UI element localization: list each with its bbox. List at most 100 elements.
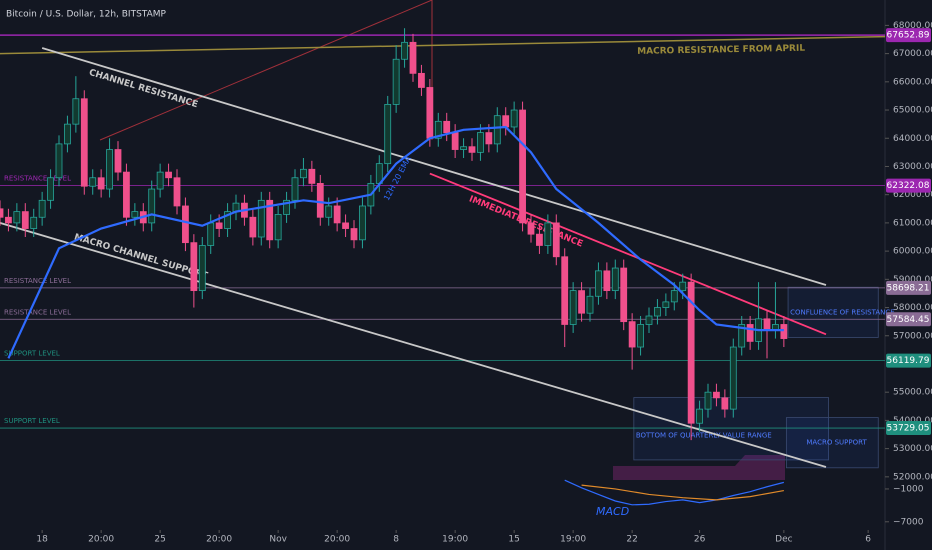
y-tick-label: 59000.00 bbox=[893, 275, 932, 285]
chart-title: Bitcoin / U.S. Dollar, 12h, BITSTAMP bbox=[6, 10, 167, 20]
level-label: RESISTANCE LEVEL bbox=[4, 308, 71, 316]
level-label: SUPPORT LEVEL bbox=[4, 417, 60, 425]
candle-body bbox=[477, 132, 484, 153]
candle-body bbox=[603, 270, 611, 292]
candle-body bbox=[165, 171, 172, 179]
level-tag bbox=[886, 28, 931, 43]
trendline bbox=[0, 222, 827, 468]
y-tick-label: 57000.00 bbox=[893, 331, 932, 341]
ema-line bbox=[7, 125, 784, 359]
candle-body bbox=[308, 168, 316, 184]
y-tick-label: 65000.00 bbox=[893, 106, 932, 116]
candle-body bbox=[38, 199, 46, 218]
zone bbox=[787, 286, 879, 338]
level-tag bbox=[886, 178, 931, 193]
candle-body bbox=[123, 171, 130, 218]
candle-body bbox=[249, 216, 257, 238]
zone-label: CONFLUENCE OF RESISTANCE bbox=[790, 308, 895, 316]
candle-body bbox=[5, 216, 12, 224]
level-value: 62322.08 bbox=[887, 181, 930, 191]
candle-body bbox=[586, 295, 594, 314]
y-tick-label: 68000.00 bbox=[893, 21, 932, 31]
x-tick-label: 19:00 bbox=[560, 535, 586, 545]
y-tick-label: 53000.00 bbox=[893, 444, 932, 454]
candle-body bbox=[384, 103, 392, 165]
trendline bbox=[0, 35, 886, 55]
candle-body bbox=[502, 115, 510, 128]
candle-body bbox=[763, 318, 771, 331]
y-tick-label: 55000.00 bbox=[893, 388, 932, 398]
x-tick-label: Dec bbox=[775, 535, 792, 545]
y-tick-label: 67000.00 bbox=[893, 49, 932, 59]
trendline-label: MACRO RESISTANCE FROM APRIL bbox=[637, 44, 805, 57]
y-tick-label: 64000.00 bbox=[893, 134, 932, 144]
candle-body bbox=[72, 98, 80, 125]
candle-body bbox=[628, 321, 636, 348]
candle-body bbox=[342, 222, 349, 229]
candle-body bbox=[148, 188, 156, 224]
candle-body bbox=[611, 267, 619, 292]
candle-body bbox=[510, 109, 518, 128]
candle-body bbox=[182, 205, 189, 244]
x-tick-label: 19:00 bbox=[442, 535, 468, 545]
candle-body bbox=[738, 324, 746, 348]
candle-body bbox=[468, 146, 476, 153]
candle-body bbox=[780, 324, 788, 339]
candle-body bbox=[257, 199, 265, 238]
x-tick-label: 20:00 bbox=[88, 535, 114, 545]
candle-body bbox=[434, 120, 442, 139]
candle-body bbox=[114, 149, 122, 173]
level-label: RESISTANCE LEVEL bbox=[4, 277, 71, 285]
candle-body bbox=[746, 324, 754, 342]
candle-body bbox=[637, 324, 644, 348]
candle-body bbox=[106, 149, 113, 190]
zone-label: BOTTOM OF QUARTERLY VALUE RANGE bbox=[636, 432, 772, 440]
candle-body bbox=[729, 346, 737, 410]
candle-body bbox=[418, 72, 425, 88]
candle-body bbox=[173, 177, 181, 207]
candle-body bbox=[519, 109, 526, 224]
candle-body bbox=[595, 270, 602, 297]
candle-body bbox=[333, 205, 341, 224]
level-tag bbox=[886, 421, 931, 436]
candle-body bbox=[300, 168, 307, 179]
candle-body bbox=[696, 408, 703, 424]
level-value: 56119.79 bbox=[887, 356, 930, 366]
candle-body bbox=[687, 281, 695, 424]
candle-body bbox=[266, 199, 274, 241]
level-value: 58698.21 bbox=[887, 283, 930, 293]
candle-body bbox=[80, 98, 88, 187]
level-value: 57584.45 bbox=[887, 315, 930, 325]
candle-body bbox=[578, 290, 585, 314]
candle-body bbox=[493, 115, 501, 145]
y-tick-label: 66000.00 bbox=[893, 77, 932, 87]
candle-body bbox=[198, 245, 206, 292]
level-value: 53729.05 bbox=[887, 424, 930, 434]
x-tick-label: 8 bbox=[393, 535, 399, 545]
candle-body bbox=[721, 397, 729, 410]
candle-body bbox=[713, 391, 720, 399]
candle-body bbox=[47, 177, 54, 201]
candle-body bbox=[670, 290, 678, 303]
x-tick-label: 26 bbox=[694, 535, 706, 545]
candle-body bbox=[13, 211, 21, 224]
candle-body bbox=[569, 290, 577, 325]
candle-body bbox=[64, 123, 71, 145]
candle-body bbox=[392, 58, 400, 105]
x-tick-label: 18 bbox=[36, 535, 48, 545]
drawing-line bbox=[99, 0, 433, 141]
macd-label: MACD bbox=[596, 505, 629, 518]
candle-body bbox=[207, 222, 215, 246]
candle-body bbox=[0, 208, 4, 218]
x-tick-label: 20:00 bbox=[324, 535, 350, 545]
candle-body bbox=[89, 177, 97, 187]
x-tick-label: 25 bbox=[154, 535, 165, 545]
y2-tick-label: −1000 bbox=[893, 484, 924, 494]
candle-body bbox=[55, 143, 63, 179]
candle-body bbox=[131, 211, 139, 218]
candle-body bbox=[274, 214, 282, 241]
x-tick-label: 22 bbox=[626, 535, 637, 545]
candle-body bbox=[283, 199, 290, 215]
macd-area bbox=[613, 455, 785, 480]
candle-body bbox=[443, 120, 451, 134]
